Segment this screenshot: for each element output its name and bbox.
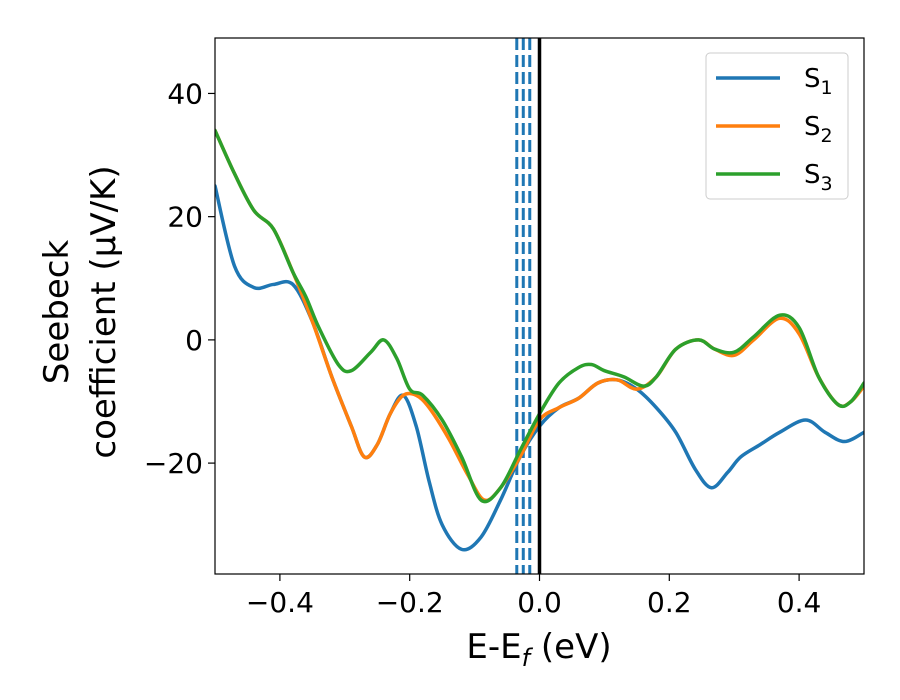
plot-marks [215, 38, 864, 574]
axes: −0.4 −0.2 0.0 0.2 0.4 −20 0 20 40 [144, 77, 821, 619]
y-axis-label-line2: coefficient (μV/K) [84, 165, 124, 458]
y-axis-label-line1: Seebeck [37, 240, 77, 385]
x-tick-label: 0.2 [647, 586, 692, 619]
legend-label-s3: S3 [804, 160, 833, 195]
y-tick-label: −20 [144, 447, 203, 480]
series-line-s3 [215, 128, 864, 504]
legend: S1 S2 S3 [705, 52, 849, 200]
y-tick-label: 40 [167, 77, 203, 110]
x-tick-label: 0.0 [517, 586, 562, 619]
x-tick-label: −0.4 [246, 586, 314, 619]
x-tick-label: −0.2 [376, 586, 444, 619]
legend-label-s2: S2 [804, 112, 833, 147]
series-line-s2 [215, 128, 864, 503]
x-axis-label: E-Ef (eV) [466, 627, 611, 672]
y-tick-label: 0 [185, 324, 203, 357]
legend-label-s1: S1 [804, 64, 833, 99]
y-tick-label: 20 [167, 201, 203, 234]
x-tick-label: 0.4 [777, 586, 822, 619]
